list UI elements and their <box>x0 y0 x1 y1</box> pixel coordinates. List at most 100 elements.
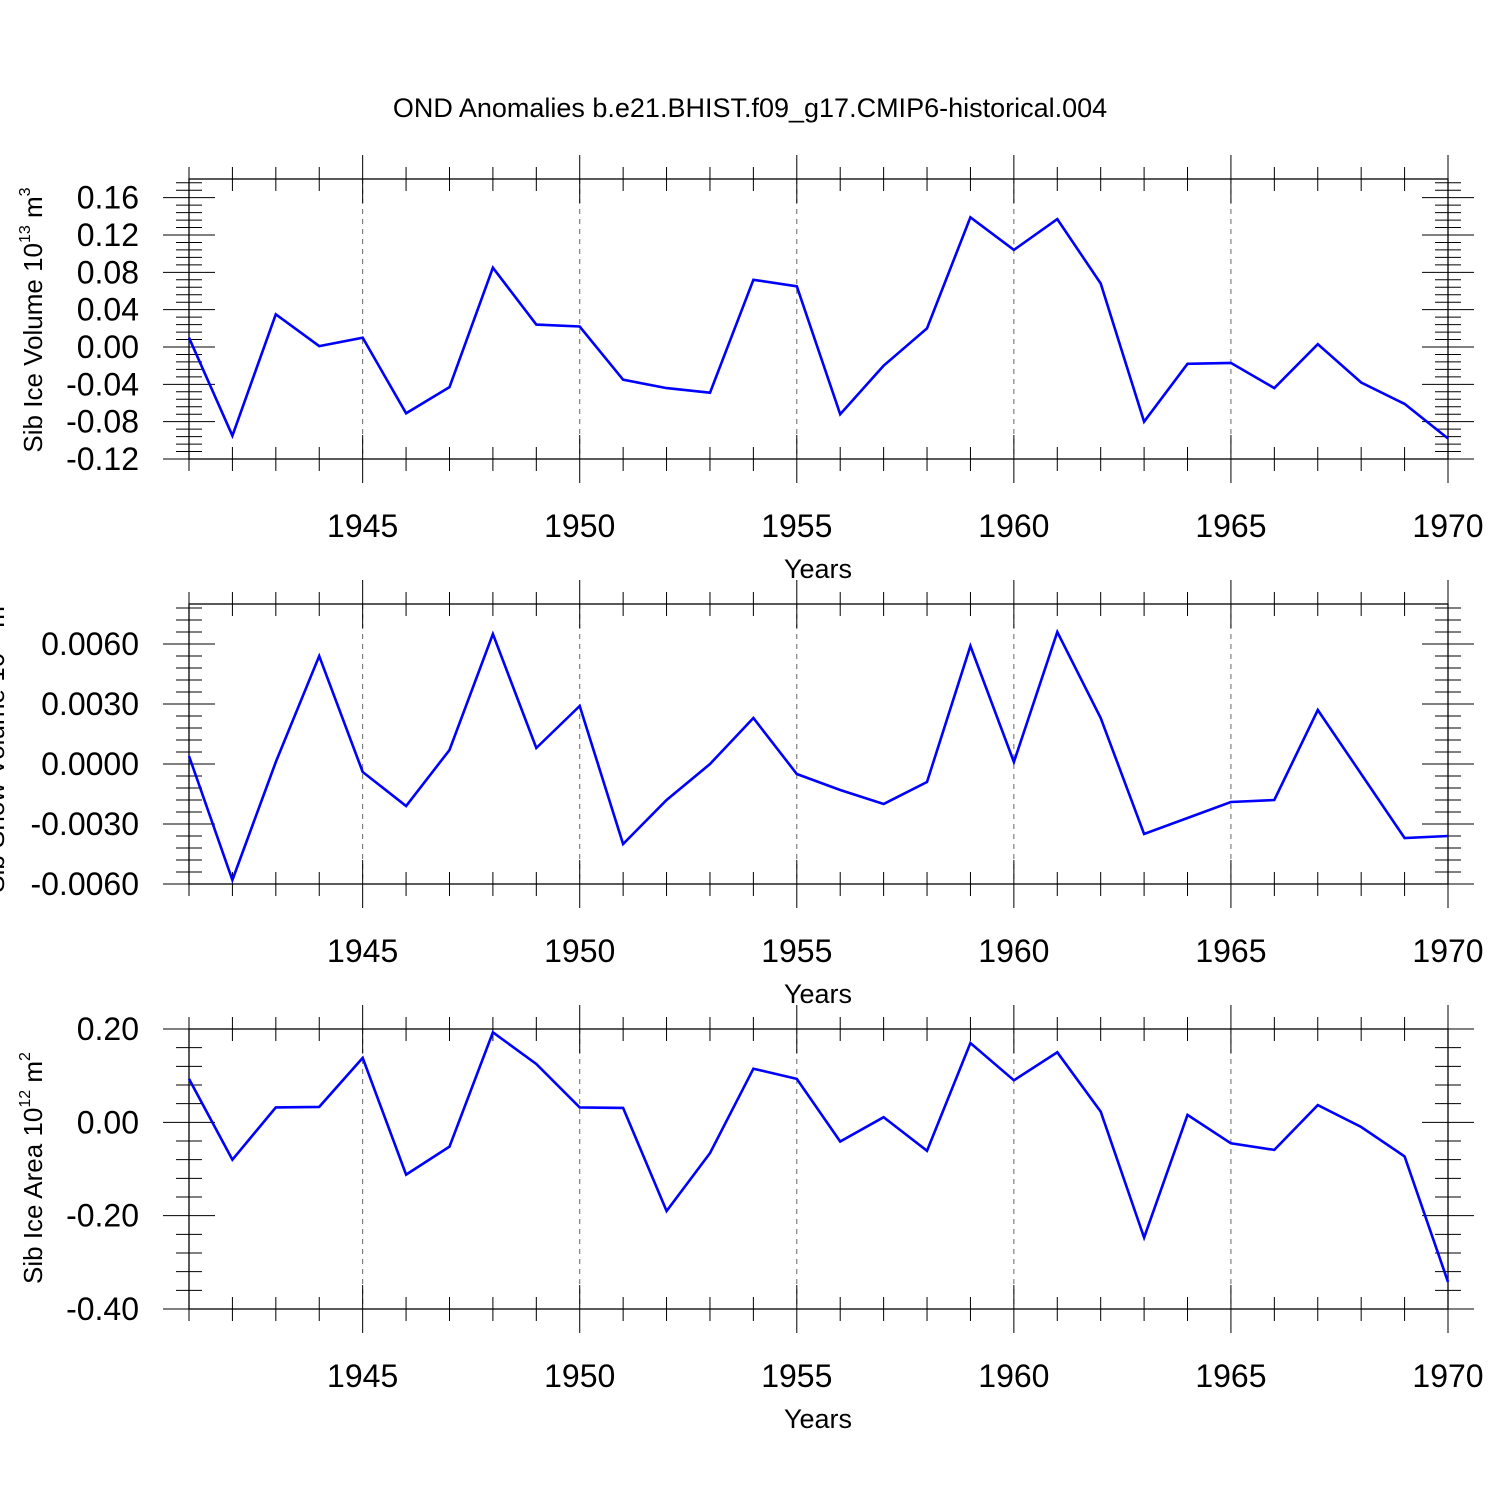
data-point <box>838 412 842 416</box>
x-tick-label: 1965 <box>1195 508 1266 544</box>
x-tick-label: 1965 <box>1195 933 1266 969</box>
data-point <box>1272 386 1276 390</box>
series-line <box>187 215 1449 440</box>
data-point <box>708 1151 712 1155</box>
y-axis-label: Sib Ice Area 1012 m2 <box>17 1052 48 1284</box>
data-point <box>925 780 929 784</box>
data-point <box>447 385 451 389</box>
x-tick-label: 1950 <box>544 1358 615 1394</box>
x-axis-label: Years <box>784 979 852 1009</box>
x-tick-label: 1960 <box>978 508 1049 544</box>
data-point <box>708 762 712 766</box>
data-point <box>1012 1078 1016 1082</box>
panel-ice-volume: Sib Ice Volume 1013 m3 Years 1945 1950 195… <box>17 155 1484 584</box>
data-point <box>838 788 842 792</box>
data-point <box>1229 361 1233 365</box>
data-point <box>665 798 669 802</box>
y-tick-label: -0.08 <box>66 404 139 440</box>
plot-frame <box>188 1028 1449 1310</box>
x-tick-label: 1945 <box>327 1358 398 1394</box>
y-tick-label: -0.20 <box>66 1198 139 1234</box>
data-point <box>1359 380 1363 384</box>
data-point <box>361 336 365 340</box>
y-axis-label: Sib Ice Volume 1013 m3 <box>17 187 48 452</box>
y-tick-label: 0.0030 <box>41 686 139 722</box>
data-point <box>1229 800 1233 804</box>
data-point <box>1359 1125 1363 1129</box>
data-point <box>882 1115 886 1119</box>
data-point <box>274 760 278 764</box>
x-tick-label: 1955 <box>761 933 832 969</box>
data-point <box>882 802 886 806</box>
x-axis-label: Years <box>784 1404 852 1434</box>
y-tick-label: -0.12 <box>66 441 139 477</box>
y-tick-label: 0.00 <box>77 1104 139 1140</box>
y-axis-label: Sib Snow Volume 1013 m3 <box>0 597 10 893</box>
y-tick-label: 0.04 <box>77 292 139 328</box>
data-point <box>1055 630 1059 634</box>
x-tick-label: 1945 <box>327 508 398 544</box>
data-point <box>621 842 625 846</box>
x-tick-label: 1970 <box>1412 933 1483 969</box>
data-point <box>187 1077 191 1081</box>
y-tick-label: 0.20 <box>77 1011 139 1047</box>
x-tick-label: 1965 <box>1195 1358 1266 1394</box>
panel-ice-area: Sib Ice Area 1012 m2 Years 1945 1950 1955 1… <box>17 1005 1484 1434</box>
data-point <box>882 364 886 368</box>
y-tick-label: 0.12 <box>77 217 139 253</box>
data-point <box>187 754 191 758</box>
data-point <box>968 644 972 648</box>
data-point <box>578 324 582 328</box>
y-tick-label: -0.40 <box>66 1291 139 1327</box>
x-tick-label: 1950 <box>544 933 615 969</box>
data-point <box>795 284 799 288</box>
data-point <box>925 326 929 330</box>
data-point <box>1272 798 1276 802</box>
y-tick-label: 0.0060 <box>41 626 139 662</box>
x-tick-label: 1960 <box>978 1358 1049 1394</box>
plot-frame <box>188 603 1449 885</box>
data-point <box>361 770 365 774</box>
data-point <box>274 1105 278 1109</box>
data-point <box>404 411 408 415</box>
data-point <box>230 1158 234 1162</box>
data-point <box>1403 836 1407 840</box>
data-point <box>447 748 451 752</box>
y-tick-label: 0.0000 <box>41 746 139 782</box>
data-point <box>317 654 321 658</box>
data-point <box>491 266 495 270</box>
data-point <box>1055 217 1059 221</box>
data-point <box>1142 420 1146 424</box>
panel-snow-volume: Sib Snow Volume 1013 m3 Years 1945 1950 19… <box>0 580 1484 1009</box>
data-point <box>1055 1050 1059 1054</box>
series-line <box>187 628 1449 884</box>
series-line <box>187 1030 1450 1283</box>
data-point <box>578 704 582 708</box>
data-point <box>1272 1148 1276 1152</box>
data-point <box>361 1056 365 1060</box>
data-point <box>534 1062 538 1066</box>
x-tick-label: 1955 <box>761 1358 832 1394</box>
data-point <box>1403 402 1407 406</box>
data-point <box>621 378 625 382</box>
data-point <box>1446 436 1450 440</box>
data-point <box>1186 1113 1190 1117</box>
data-point <box>404 1173 408 1177</box>
data-point <box>665 386 669 390</box>
data-point <box>317 344 321 348</box>
data-point <box>534 323 538 327</box>
data-point <box>534 746 538 750</box>
data-point <box>1099 282 1103 286</box>
plot-frame <box>188 178 1449 460</box>
data-point <box>1316 342 1320 346</box>
data-point <box>1012 248 1016 252</box>
data-point <box>274 312 278 316</box>
y-tick-label: 0.16 <box>77 180 139 216</box>
x-tick-label: 1970 <box>1412 1358 1483 1394</box>
data-point <box>795 772 799 776</box>
data-point <box>621 1106 625 1110</box>
y-tick-label: -0.0060 <box>30 866 139 902</box>
data-point <box>447 1145 451 1149</box>
data-point <box>1229 1141 1233 1145</box>
